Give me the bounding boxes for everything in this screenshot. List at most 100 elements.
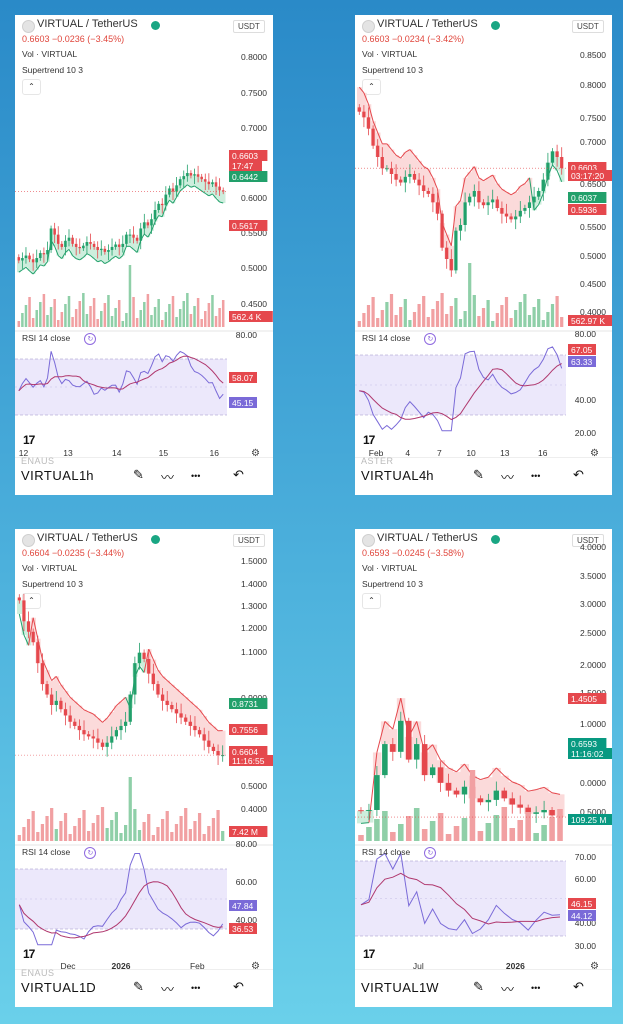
more-icon[interactable]: ••• <box>531 983 541 993</box>
more-icon[interactable]: ••• <box>191 983 201 993</box>
chart-canvas[interactable]: 4.00003.50003.00002.50002.00001.50001.00… <box>355 529 612 1007</box>
supertrend-line <box>161 206 167 217</box>
rsi-legend[interactable]: RSI 14 close <box>362 847 411 857</box>
volume-bar <box>477 831 484 841</box>
interval-button[interactable]: 1W <box>419 980 439 995</box>
settings-gear-icon[interactable]: ⚙ <box>590 448 599 459</box>
supertrend-fill <box>88 243 93 256</box>
supertrend-fill <box>476 779 485 803</box>
supertrend-line <box>496 183 503 190</box>
volume-bar <box>371 297 375 327</box>
rsi-legend[interactable]: RSI 14 close <box>22 333 71 343</box>
candle-body <box>214 182 218 187</box>
supertrend-line <box>151 221 156 232</box>
collapse-legend-button[interactable]: ⌃ <box>362 593 381 609</box>
supertrend-line <box>418 160 425 167</box>
candle-body <box>186 173 189 177</box>
symbol-button[interactable]: VIRTUAL <box>361 468 420 483</box>
symbol-title[interactable]: VIRTUAL / TetherUS <box>37 18 138 30</box>
candle-body <box>398 720 404 752</box>
price-badge-label: 0.7556 <box>232 725 258 735</box>
chart-canvas[interactable]: 0.8500 0.8000 0.7500 0.7000 0.6500 0.5500 0.50… <box>355 15 612 495</box>
currency-label[interactable]: USDT <box>233 20 265 33</box>
undo-icon[interactable]: ↶ <box>573 467 584 482</box>
candle-body <box>46 250 49 255</box>
volume-legend[interactable]: Vol · VIRTUAL <box>22 49 78 59</box>
candle-body <box>135 237 139 241</box>
volume-bar <box>525 812 531 841</box>
settings-gear-icon[interactable]: ⚙ <box>251 448 260 459</box>
supertrend-line <box>152 659 159 671</box>
symbol-title[interactable]: VIRTUAL / TetherUS <box>37 532 138 544</box>
supertrend-line <box>528 789 537 792</box>
supertrend-line <box>510 191 516 196</box>
rsi-reload-icon[interactable]: ↻ <box>424 847 437 859</box>
trend-tools-icon[interactable]: 〰 <box>161 470 175 485</box>
currency-label[interactable]: USDT <box>572 534 604 547</box>
more-icon[interactable]: ••• <box>531 471 541 481</box>
volume-bar <box>26 819 31 841</box>
volume-bar <box>541 320 545 327</box>
pencil-icon[interactable]: ✎ <box>473 979 484 994</box>
interval-button[interactable]: 1h <box>79 468 94 483</box>
supertrend-line <box>478 177 484 182</box>
price-tick-label: 0.6500 <box>580 179 606 189</box>
supertrend-line <box>456 763 465 773</box>
settings-gear-icon[interactable]: ⚙ <box>590 961 599 972</box>
supertrend-fill <box>135 240 140 253</box>
symbol-button[interactable]: VIRTUAL <box>21 468 80 483</box>
undo-icon[interactable]: ↶ <box>233 467 244 482</box>
pencil-icon[interactable]: ✎ <box>133 467 144 482</box>
undo-icon[interactable]: ↶ <box>573 979 584 994</box>
symbol-button[interactable]: VIRTUAL <box>361 980 420 995</box>
supertrend-legend[interactable]: Supertrend 10 3 <box>362 65 423 75</box>
rsi-reload-icon[interactable]: ↻ <box>84 847 97 859</box>
rsi-legend[interactable]: RSI 14 close <box>362 333 411 343</box>
chart-canvas[interactable]: 1.50001.40001.30001.20001.10000.90000.50… <box>15 529 273 1007</box>
price-badge-label: 0.6603 <box>571 163 597 173</box>
currency-label[interactable]: USDT <box>572 20 604 33</box>
collapse-legend-button[interactable]: ⌃ <box>22 79 41 95</box>
pencil-icon[interactable]: ✎ <box>133 979 144 994</box>
symbol-title[interactable]: VIRTUAL / TetherUS <box>377 532 478 544</box>
supertrend-legend[interactable]: Supertrend 10 3 <box>22 65 83 75</box>
rsi-reload-icon[interactable]: ↻ <box>424 333 437 345</box>
supertrend-line <box>171 684 177 690</box>
candle-body <box>493 790 500 800</box>
supertrend-line <box>448 767 457 773</box>
volume-bar <box>107 295 110 327</box>
volume-bar <box>188 829 192 841</box>
more-icon[interactable]: ••• <box>191 471 201 481</box>
collapse-legend-button[interactable]: ⌃ <box>362 79 381 95</box>
rsi-legend[interactable]: RSI 14 close <box>22 847 71 857</box>
symbol-button[interactable]: VIRTUAL <box>21 980 80 995</box>
supertrend-line <box>102 717 108 723</box>
volume-legend[interactable]: Vol · VIRTUAL <box>362 563 418 573</box>
candle-body <box>435 202 440 214</box>
interval-button[interactable]: 1D <box>79 980 96 995</box>
volume-bar <box>151 835 155 841</box>
volume-bar <box>121 321 125 327</box>
chart-canvas[interactable]: 0.8000 0.7500 0.7000 0.6000 0.5500 0.5000 0.45… <box>15 15 273 495</box>
symbol-title[interactable]: VIRTUAL / TetherUS <box>377 18 478 30</box>
volume-legend[interactable]: Vol · VIRTUAL <box>362 49 418 59</box>
currency-label[interactable]: USDT <box>233 534 265 547</box>
supertrend-legend[interactable]: Supertrend 10 3 <box>362 579 423 589</box>
volume-legend[interactable]: Vol · VIRTUAL <box>22 563 78 573</box>
supertrend-line <box>423 166 429 170</box>
trend-tools-icon[interactable]: 〰 <box>161 982 175 997</box>
pencil-icon[interactable]: ✎ <box>473 467 484 482</box>
price-tick-label: 4.0000 <box>580 542 606 552</box>
rsi-reload-icon[interactable]: ↻ <box>84 333 97 345</box>
undo-icon[interactable]: ↶ <box>233 979 244 994</box>
supertrend-line <box>55 676 62 685</box>
candle-body <box>21 258 24 261</box>
interval-button[interactable]: 4h <box>419 468 434 483</box>
supertrend-fill <box>540 787 549 810</box>
candle-body <box>96 246 99 251</box>
supertrend-legend[interactable]: Supertrend 10 3 <box>22 579 83 589</box>
trend-tools-icon[interactable]: 〰 <box>501 470 515 485</box>
settings-gear-icon[interactable]: ⚙ <box>251 961 260 972</box>
tradingview-logo: 17 <box>363 433 375 447</box>
trend-tools-icon[interactable]: 〰 <box>501 982 515 997</box>
